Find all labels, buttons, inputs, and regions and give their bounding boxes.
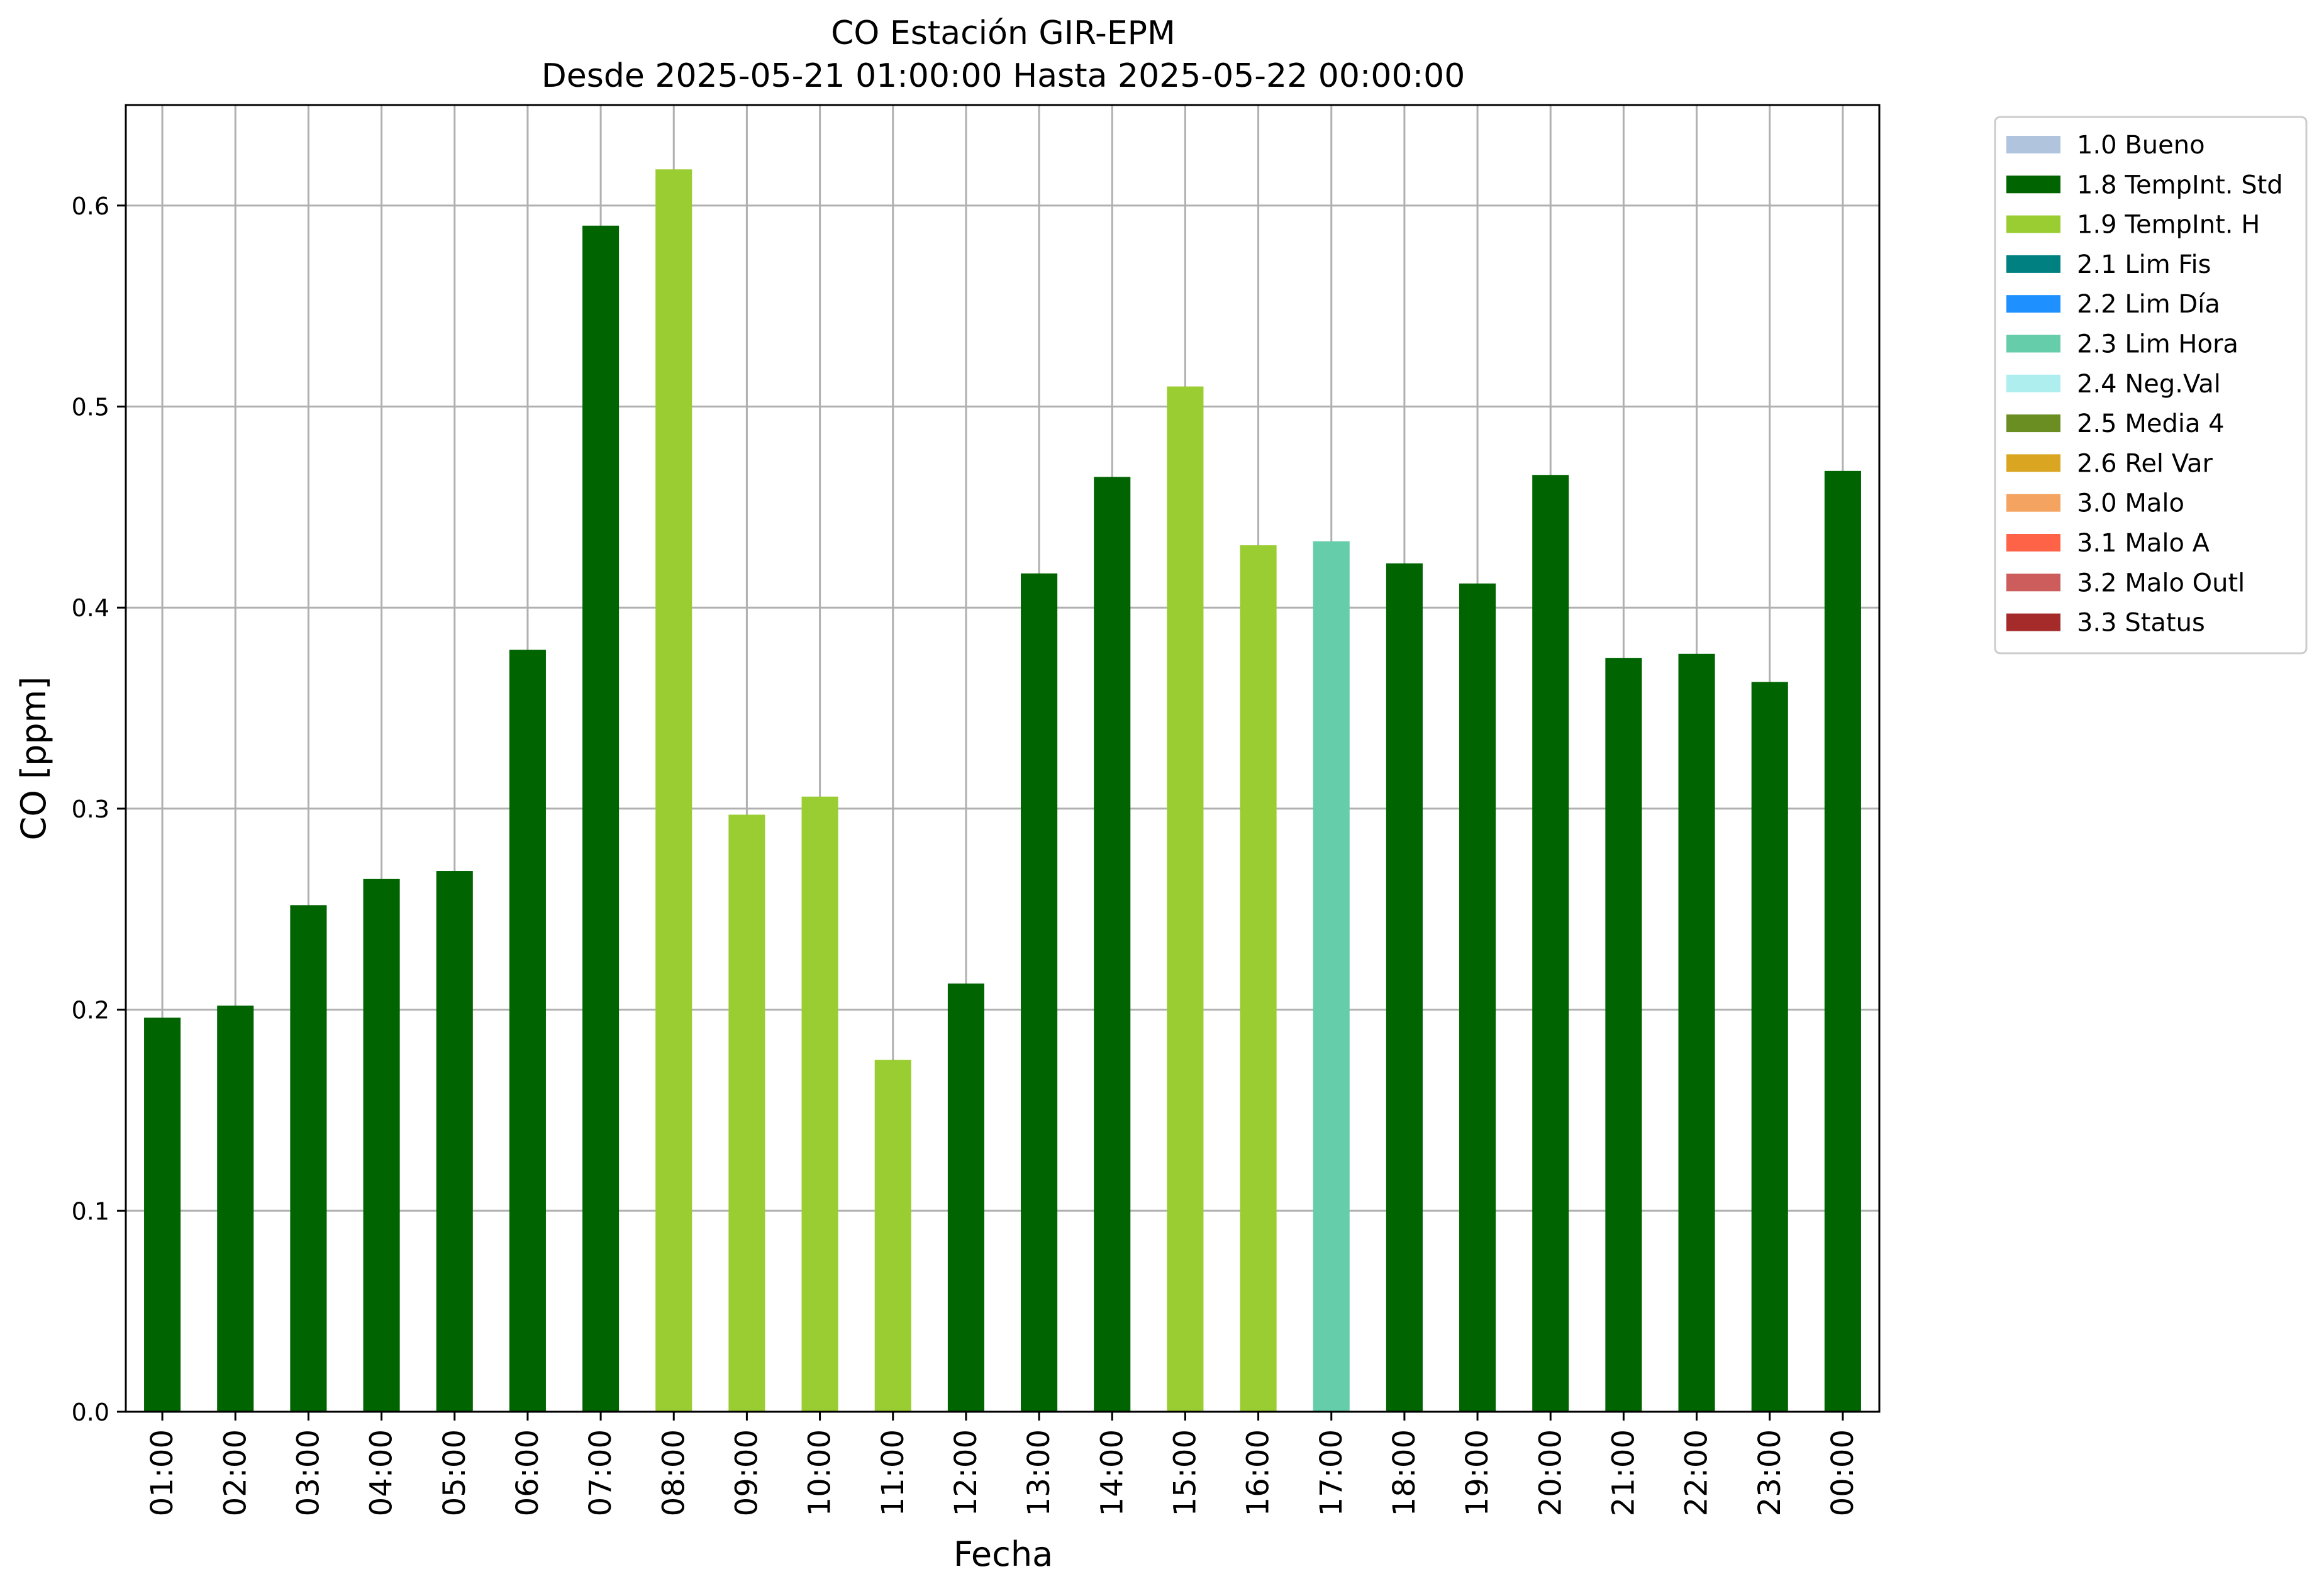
legend-label: 1.9 TempInt. H — [2077, 211, 2260, 240]
bar-03:00 — [290, 905, 327, 1412]
x-tick-label: 07:00 — [583, 1429, 618, 1516]
legend-swatch — [2006, 175, 2060, 194]
x-tick-label: 00:00 — [1825, 1429, 1860, 1516]
legend-label: 3.2 Malo Outl — [2077, 568, 2245, 597]
legend: 1.0 Bueno 1.8 TempInt. Std 1.9 TempInt. H 2… — [1994, 116, 2308, 655]
bar-21:00 — [1605, 658, 1642, 1412]
legend-label: 2.6 Rel Var — [2077, 449, 2213, 478]
x-tick-label: 08:00 — [656, 1429, 691, 1516]
x-ticks: 01:00 02:00 03:00 04:00 05:00 06:00 07:00 08:00… — [145, 1412, 1860, 1516]
legend-swatch — [2006, 613, 2060, 631]
x-tick-label: 15:00 — [1167, 1429, 1203, 1516]
x-tick-label: 02:00 — [218, 1429, 253, 1516]
x-tick-label: 09:00 — [729, 1429, 764, 1516]
legend-label: 3.0 Malo — [2077, 489, 2184, 518]
bar-16:00 — [1240, 545, 1277, 1412]
bar-22:00 — [1678, 653, 1715, 1412]
bar-19:00 — [1459, 583, 1496, 1412]
bar-04:00 — [363, 878, 400, 1412]
legend-swatch — [2006, 374, 2060, 392]
legend-swatch — [2006, 255, 2060, 273]
x-tick-label: 10:00 — [803, 1429, 838, 1516]
x-tick-label: 14:00 — [1094, 1429, 1130, 1516]
x-tick-label: 13:00 — [1021, 1429, 1057, 1516]
bar-14:00 — [1094, 477, 1131, 1412]
legend-label: 2.2 Lim Día — [2077, 290, 2220, 319]
y-axis-label: CO [ppm] — [14, 677, 53, 841]
x-tick-label: 03:00 — [291, 1429, 326, 1516]
bar-00:00 — [1824, 470, 1861, 1412]
legend-swatch — [2006, 215, 2060, 233]
legend-label: 2.5 Media 4 — [2077, 409, 2225, 438]
bar-11:00 — [874, 1060, 911, 1412]
bar-05:00 — [436, 871, 473, 1412]
bar-17:00 — [1313, 541, 1350, 1412]
legend-swatch — [2006, 414, 2060, 433]
chart-title: CO Estación GIR-EPM — [831, 14, 1176, 52]
x-tick-label: 23:00 — [1752, 1429, 1787, 1516]
bar-20:00 — [1532, 475, 1569, 1412]
x-tick-label: 04:00 — [364, 1429, 399, 1516]
x-tick-label: 22:00 — [1679, 1429, 1715, 1516]
x-tick-label: 01:00 — [145, 1429, 180, 1516]
y-tick-label: 0.1 — [72, 1197, 109, 1225]
legend-swatch — [2006, 534, 2060, 551]
bar-06:00 — [509, 650, 546, 1412]
x-tick-label: 18:00 — [1387, 1429, 1422, 1516]
legend-frame — [1994, 116, 2308, 655]
legend-swatch — [2006, 295, 2060, 313]
y-tick-label: 0.2 — [72, 997, 109, 1024]
x-tick-label: 20:00 — [1533, 1429, 1568, 1516]
bar-12:00 — [947, 984, 984, 1412]
x-tick-label: 12:00 — [948, 1429, 984, 1516]
bar-13:00 — [1021, 573, 1058, 1412]
x-tick-label: 17:00 — [1314, 1429, 1349, 1516]
bars-layer — [144, 169, 1861, 1412]
x-tick-label: 11:00 — [876, 1429, 911, 1516]
legend-label: 2.1 Lim Fis — [2077, 250, 2211, 279]
legend-label: 3.3 Status — [2077, 609, 2205, 638]
legend-swatch — [2006, 494, 2060, 512]
x-tick-label: 06:00 — [510, 1429, 545, 1516]
bar-08:00 — [655, 169, 692, 1412]
legend-swatch — [2006, 574, 2060, 592]
legend-swatch — [2006, 454, 2060, 472]
legend-label: 2.3 Lim Hora — [2077, 330, 2238, 359]
bar-18:00 — [1386, 563, 1423, 1412]
y-tick-label: 0.0 — [72, 1399, 109, 1426]
bar-07:00 — [582, 225, 620, 1412]
y-tick-label: 0.6 — [72, 192, 109, 220]
bar-23:00 — [1751, 682, 1788, 1412]
x-tick-label: 21:00 — [1606, 1429, 1641, 1516]
y-tick-label: 0.3 — [72, 795, 109, 823]
x-tick-label: 05:00 — [437, 1429, 472, 1516]
y-ticks: 0.0 0.1 0.2 0.3 0.4 0.5 0.6 — [72, 192, 126, 1426]
legend-label: 2.4 Neg.Val — [2077, 370, 2221, 399]
y-tick-label: 0.4 — [72, 594, 109, 622]
bar-15:00 — [1167, 386, 1204, 1412]
legend-swatch — [2006, 335, 2060, 353]
legend-label: 1.0 Bueno — [2077, 131, 2205, 160]
x-axis-label: Fecha — [954, 1534, 1053, 1574]
legend-label: 3.1 Malo A — [2077, 529, 2210, 558]
chart-subtitle: Desde 2025-05-21 01:00:00 Hasta 2025-05-… — [542, 57, 1465, 95]
bar-10:00 — [801, 796, 838, 1412]
y-tick-label: 0.5 — [72, 394, 109, 421]
plot-frame — [125, 104, 1881, 1413]
bar-02:00 — [217, 1006, 254, 1412]
legend-swatch — [2006, 136, 2060, 153]
bar-09:00 — [728, 814, 765, 1412]
x-tick-label: 19:00 — [1460, 1429, 1495, 1516]
legend-label: 1.8 TempInt. Std — [2077, 170, 2283, 199]
bar-01:00 — [144, 1017, 181, 1412]
x-tick-label: 16:00 — [1241, 1429, 1276, 1516]
